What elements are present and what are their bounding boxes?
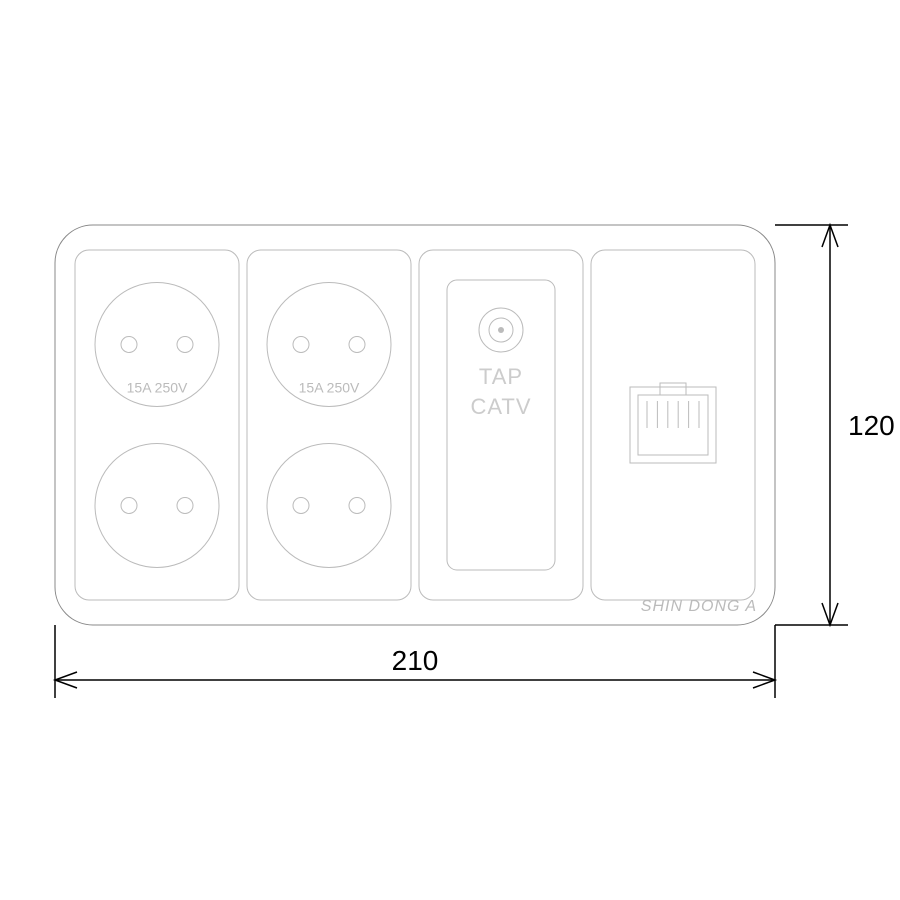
rj-latch-slot: [660, 383, 686, 395]
dimension-width-value: 210: [392, 645, 439, 676]
faceplate-outline: [55, 225, 775, 625]
brand-label: SHIN DONG A: [641, 598, 757, 615]
module-slot-1: 15A 250V: [75, 250, 239, 600]
rj-opening: [638, 395, 708, 455]
power-socket: [267, 444, 391, 568]
coax-pin: [498, 327, 504, 333]
dimension-height: 120: [775, 225, 895, 625]
power-pin-hole: [177, 498, 193, 514]
module-slot-4: [591, 250, 755, 600]
dimension-height-value: 120: [848, 410, 895, 441]
module-slot-2: 15A 250V: [247, 250, 411, 600]
power-pin-hole: [349, 337, 365, 353]
power-pin-hole: [121, 337, 137, 353]
power-rating-label: 15A 250V: [127, 380, 188, 396]
power-pin-hole: [293, 337, 309, 353]
catv-tap-label: TAP: [479, 364, 523, 389]
power-pin-hole: [349, 498, 365, 514]
module-slot-3: TAP CATV: [419, 250, 583, 600]
wallplate-diagram: 15A 250V15A 250VTAPCATV SHIN DONG A 210 …: [0, 0, 900, 900]
power-pin-hole: [293, 498, 309, 514]
catv-bezel: [447, 280, 555, 570]
power-socket: [95, 444, 219, 568]
power-rating-label: 15A 250V: [299, 380, 360, 396]
dimension-width: 210: [55, 625, 775, 698]
rj-bezel: [630, 387, 716, 463]
catv-label: CATV: [470, 394, 531, 419]
power-pin-hole: [121, 498, 137, 514]
power-pin-hole: [177, 337, 193, 353]
